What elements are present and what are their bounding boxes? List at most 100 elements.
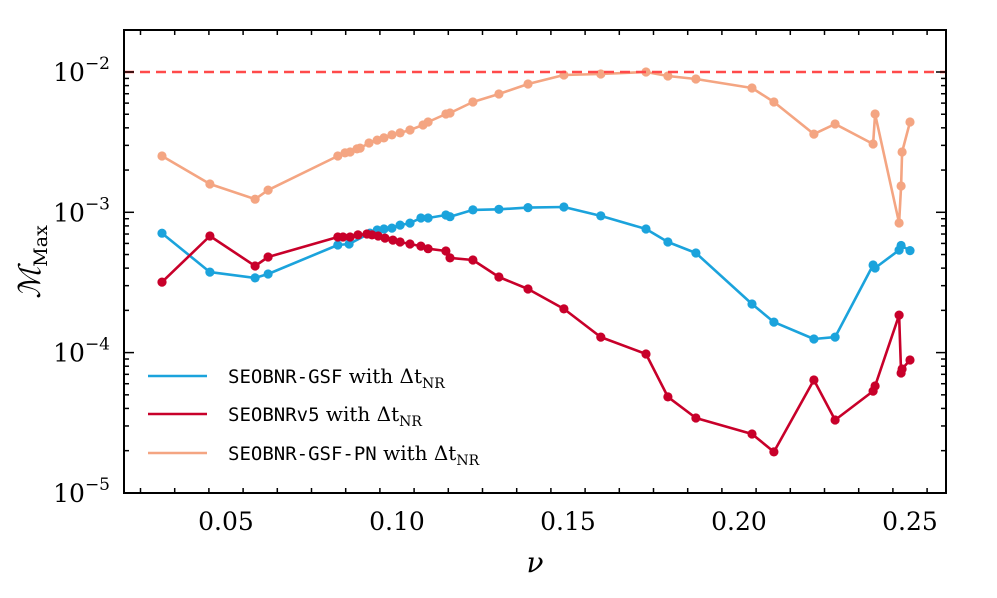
data-point bbox=[896, 181, 906, 191]
data-point bbox=[468, 255, 478, 265]
y-tick-label: 10−2 bbox=[53, 54, 110, 87]
data-point bbox=[905, 355, 915, 365]
data-point bbox=[494, 89, 504, 99]
data-point bbox=[468, 205, 478, 215]
y-tick-label: 10−4 bbox=[53, 335, 110, 368]
data-point bbox=[663, 237, 673, 247]
data-point bbox=[250, 261, 260, 271]
data-point bbox=[205, 231, 215, 241]
data-point bbox=[494, 272, 504, 282]
data-point bbox=[388, 235, 398, 245]
data-point bbox=[338, 232, 348, 242]
data-point bbox=[641, 349, 651, 359]
data-point bbox=[263, 185, 273, 195]
data-point bbox=[345, 232, 355, 242]
data-point bbox=[445, 108, 455, 118]
axes-frame bbox=[123, 29, 947, 494]
data-point bbox=[405, 239, 415, 249]
data-point bbox=[523, 284, 533, 294]
data-point bbox=[250, 194, 260, 204]
data-point bbox=[423, 213, 433, 223]
data-point bbox=[830, 332, 840, 342]
data-point bbox=[894, 218, 904, 228]
data-point bbox=[387, 223, 397, 233]
data-point bbox=[468, 97, 478, 107]
data-point bbox=[596, 211, 606, 221]
svg-text:ℳMax: ℳMax bbox=[13, 225, 52, 299]
data-point bbox=[344, 239, 354, 249]
data-point bbox=[157, 228, 167, 238]
data-point bbox=[769, 97, 779, 107]
data-point bbox=[809, 129, 819, 139]
data-point bbox=[355, 143, 365, 153]
data-point bbox=[905, 117, 915, 127]
data-point bbox=[769, 447, 779, 457]
data-point bbox=[870, 263, 880, 273]
data-point bbox=[523, 79, 533, 89]
plot-area bbox=[157, 67, 915, 457]
data-point bbox=[250, 273, 260, 283]
x-tick-label: 0.05 bbox=[198, 507, 254, 536]
legend-label: SEOBNR-GSF-PN with ΔtNR bbox=[228, 441, 480, 469]
series-seobnrv5 bbox=[157, 229, 915, 457]
data-point bbox=[897, 147, 907, 157]
data-point bbox=[691, 74, 701, 84]
data-point bbox=[896, 240, 906, 251]
data-point bbox=[364, 138, 374, 148]
data-point bbox=[663, 392, 673, 402]
x-tick-label: 0.10 bbox=[369, 507, 425, 536]
data-point bbox=[345, 147, 355, 157]
data-point bbox=[809, 334, 819, 344]
data-point bbox=[395, 128, 405, 138]
data-point bbox=[263, 252, 273, 262]
data-point bbox=[441, 246, 451, 256]
data-point bbox=[809, 375, 819, 385]
x-tick-label: 0.20 bbox=[711, 507, 767, 536]
data-point bbox=[395, 237, 405, 247]
x-axis-ticks: 0.05 0.10 0.15 0.20 0.25 bbox=[139, 30, 938, 536]
data-point bbox=[353, 230, 363, 240]
data-point bbox=[691, 248, 701, 258]
legend-entry: SEOBNR-GSF-PN with ΔtNR bbox=[148, 441, 480, 469]
data-point bbox=[905, 246, 915, 256]
data-point bbox=[205, 267, 215, 277]
data-point bbox=[596, 69, 606, 79]
data-point bbox=[157, 151, 167, 161]
y-tick-label: 10−5 bbox=[53, 475, 110, 508]
data-point bbox=[830, 415, 840, 425]
data-point bbox=[897, 364, 907, 374]
legend-entry: SEOBNRv5 with ΔtNR bbox=[148, 402, 422, 430]
data-point bbox=[379, 133, 389, 143]
data-point bbox=[416, 213, 426, 223]
legend-entry: SEOBNR-GSF with ΔtNR bbox=[148, 364, 445, 392]
legend-label: SEOBNRv5 with ΔtNR bbox=[228, 402, 422, 430]
data-point bbox=[423, 244, 433, 254]
data-point bbox=[641, 224, 651, 234]
data-point bbox=[747, 83, 757, 93]
data-point bbox=[494, 204, 504, 214]
data-point bbox=[445, 253, 455, 263]
series-line bbox=[161, 70, 912, 225]
data-point bbox=[157, 277, 167, 287]
legend: SEOBNR-GSF with ΔtNR SEOBNRv5 with ΔtNR SE… bbox=[148, 364, 480, 469]
y-axis-ticks: 10−5 10−4 10−3 10−2 bbox=[53, 54, 946, 508]
data-point bbox=[747, 429, 757, 439]
data-point bbox=[559, 304, 569, 314]
data-point bbox=[747, 299, 757, 309]
data-point bbox=[870, 381, 880, 391]
data-point bbox=[405, 125, 415, 135]
y-axis-label-main: ℳ bbox=[13, 263, 48, 299]
data-point bbox=[559, 202, 569, 212]
data-point bbox=[387, 130, 397, 140]
data-point bbox=[523, 203, 533, 213]
x-tick-label: 0.25 bbox=[882, 507, 938, 536]
data-point bbox=[395, 220, 405, 230]
data-point bbox=[205, 179, 215, 189]
series-seobnr-gsf-pn bbox=[157, 67, 915, 228]
data-point bbox=[691, 413, 701, 423]
data-point bbox=[380, 233, 390, 243]
data-point bbox=[405, 218, 415, 228]
data-point bbox=[663, 71, 673, 81]
x-tick-label: 0.15 bbox=[540, 507, 596, 536]
